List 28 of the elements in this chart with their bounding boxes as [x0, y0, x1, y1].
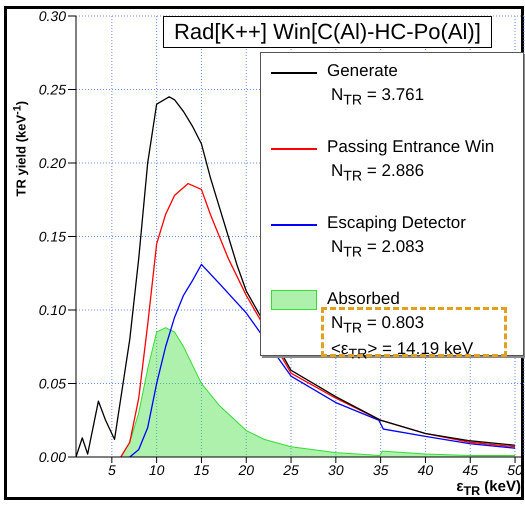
- x-tick-label: 35: [372, 462, 389, 478]
- annotation: N$_{TR}$ = 3.761: [331, 85, 424, 108]
- y-tick-label: 0.15: [38, 228, 66, 244]
- y-tick-label: 0.20: [38, 154, 66, 171]
- line-series: [120, 182, 516, 457]
- chart-title: Rad[K++] Win[C(Al)-HC-Po(Al)]: [163, 16, 492, 48]
- x-tick-label: 40: [418, 462, 434, 478]
- x-tick-label: 45: [462, 462, 478, 478]
- x-tick-label: 25: [282, 462, 300, 478]
- x-tick-label: 20: [237, 462, 254, 478]
- y-tick-label: 0.10: [38, 302, 66, 318]
- annotation: N$_{TR}$ = 2.886: [331, 161, 424, 184]
- legend-label: Passing Entrance Win: [327, 137, 494, 157]
- y-tick-label: 0.30: [38, 8, 66, 24]
- x-tick-label: 15: [194, 462, 210, 478]
- annotation: N$_{TR}$ = 2.083: [331, 237, 424, 260]
- legend-label: Escaping Detector: [327, 213, 466, 233]
- y-tick-label: 0.25: [38, 81, 66, 98]
- line-series: [129, 264, 516, 457]
- x-tick-label: 5: [108, 462, 116, 478]
- x-tick-label: 10: [148, 462, 165, 478]
- x-tick-label: 30: [328, 462, 344, 478]
- y-tick-label: 0.05: [38, 375, 66, 392]
- y-tick-label: 0.00: [38, 448, 66, 465]
- legend-label: Absorbed: [327, 289, 400, 309]
- x-axis-title: ε$_{TR}$ (keV): [456, 478, 521, 498]
- annotation: N$_{TR}$ = 0.803: [331, 313, 424, 336]
- legend-label: Generate: [327, 61, 398, 81]
